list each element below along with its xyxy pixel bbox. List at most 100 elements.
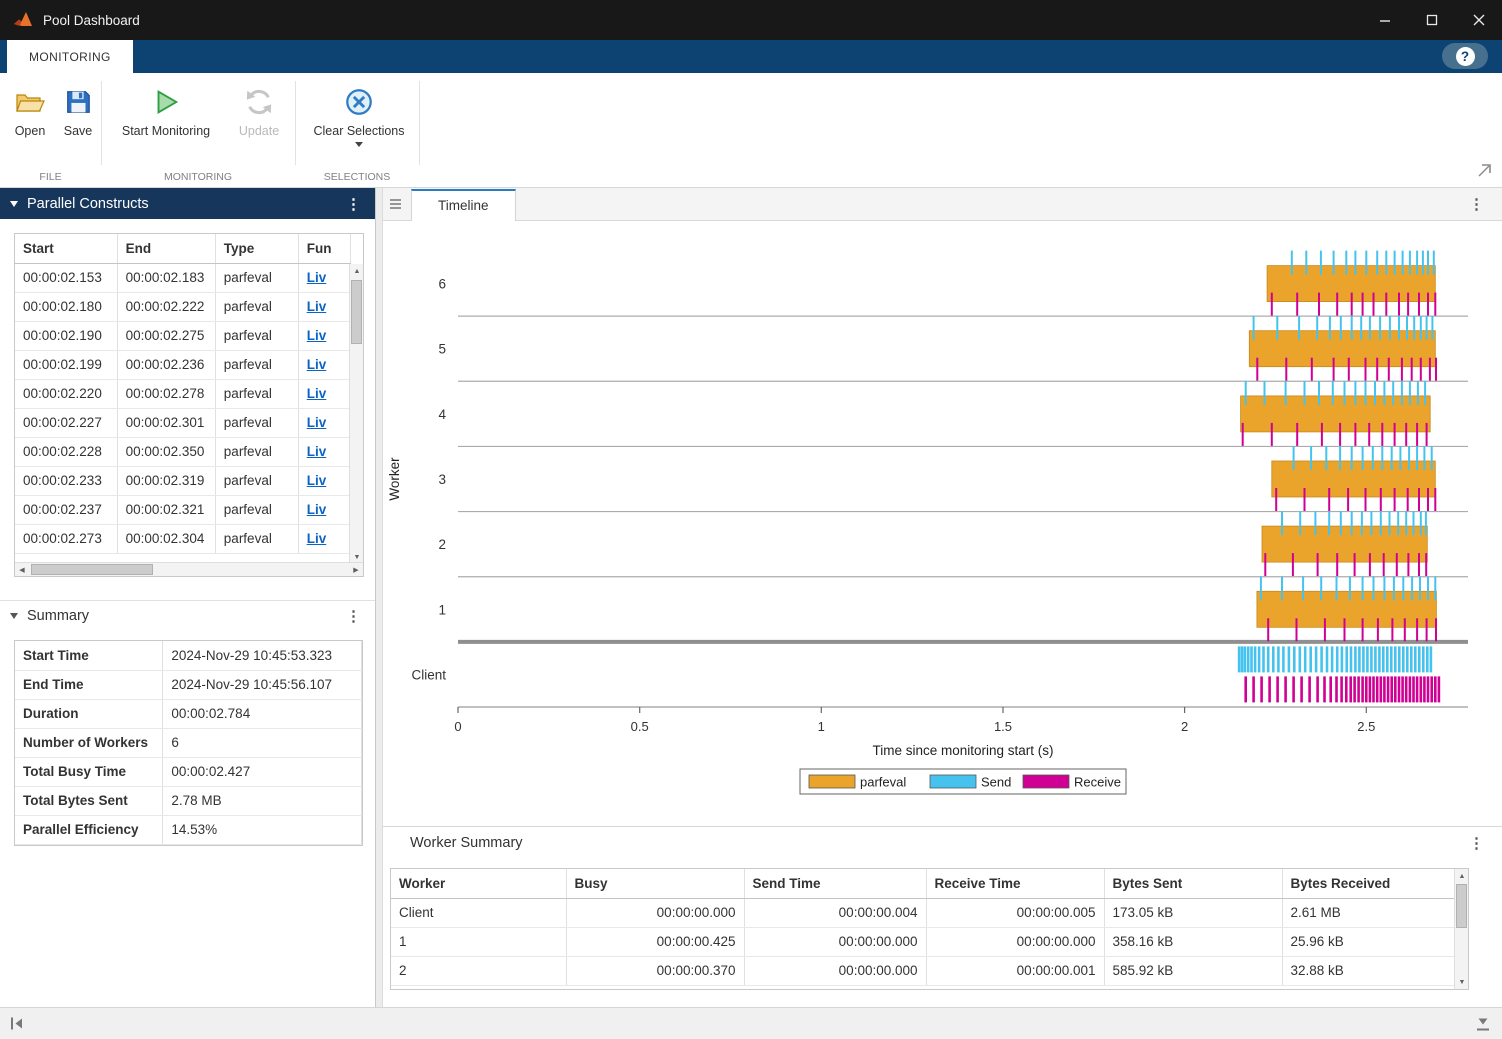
function-link[interactable]: Liv <box>307 473 327 488</box>
table-row[interactable]: 00:00:02.22000:00:02.278parfevalLiv <box>15 379 351 408</box>
table-cell: parfeval <box>215 408 298 437</box>
table-cell: End Time <box>15 670 163 699</box>
parallel-constructs-menu-icon[interactable]: ⋮ <box>342 195 365 213</box>
vertical-scrollbar[interactable]: ▲ ▼ <box>349 264 363 564</box>
column-header[interactable]: Bytes Received <box>1282 869 1455 898</box>
column-header[interactable]: Start <box>15 234 117 263</box>
summary-menu-icon[interactable]: ⋮ <box>342 607 365 625</box>
function-link[interactable]: Liv <box>307 444 327 459</box>
table-row[interactable]: Start Time2024-Nov-29 10:45:53.323 <box>15 641 362 670</box>
table-row[interactable]: Client00:00:00.00000:00:00.00400:00:00.0… <box>391 898 1455 927</box>
help-button[interactable]: ? <box>1442 43 1488 69</box>
scroll-up-icon[interactable]: ▲ <box>350 264 364 278</box>
left-panel: Parallel Constructs ⋮ StartEndTypeFun00:… <box>0 188 376 1007</box>
column-header[interactable]: Bytes Sent <box>1104 869 1282 898</box>
tab-monitoring[interactable]: MONITORING <box>7 40 133 73</box>
collapse-triangle-icon[interactable] <box>10 613 18 619</box>
function-link[interactable]: Liv <box>307 415 327 430</box>
table-row[interactable]: 00:00:02.18000:00:02.222parfevalLiv <box>15 292 351 321</box>
table-cell: 00:00:02.199 <box>15 350 117 379</box>
horizontal-scrollbar[interactable]: ◀ ▶ <box>15 562 363 576</box>
column-header[interactable]: End <box>117 234 215 263</box>
chevron-down-icon[interactable] <box>355 142 363 147</box>
table-row[interactable]: End Time2024-Nov-29 10:45:56.107 <box>15 670 362 699</box>
table-row[interactable]: 00:00:02.27300:00:02.304parfevalLiv <box>15 524 351 553</box>
collapse-triangle-icon[interactable] <box>10 201 18 207</box>
worker-summary-menu-icon[interactable]: ⋮ <box>1469 834 1484 852</box>
scroll-up-icon[interactable]: ▲ <box>1455 869 1469 883</box>
table-cell: 585.92 kB <box>1104 956 1282 985</box>
svg-text:2: 2 <box>438 537 446 552</box>
table-cell: 00:00:00.000 <box>926 927 1104 956</box>
function-link[interactable]: Liv <box>307 328 327 343</box>
worker-summary-header[interactable]: Worker Summary ⋮ <box>383 826 1502 858</box>
table-row[interactable]: 00:00:02.19000:00:02.275parfevalLiv <box>15 321 351 350</box>
function-link[interactable]: Liv <box>307 357 327 372</box>
restore-layout-icon[interactable] <box>1477 163 1493 181</box>
timeline-menu-icon[interactable]: ⋮ <box>1469 195 1484 213</box>
table-cell: 25.96 kB <box>1282 927 1455 956</box>
column-header[interactable]: Busy <box>566 869 744 898</box>
column-header[interactable]: Send Time <box>744 869 926 898</box>
function-link[interactable]: Liv <box>307 531 327 546</box>
start-monitoring-button[interactable]: Start Monitoring <box>110 85 222 138</box>
table-cell: 1 <box>391 927 566 956</box>
collapse-bottom-panel-icon[interactable] <box>1475 1016 1491 1034</box>
table-row[interactable]: 100:00:00.42500:00:00.00000:00:00.000358… <box>391 927 1455 956</box>
panel-divider[interactable] <box>376 188 383 1007</box>
table-row[interactable]: Number of Workers6 <box>15 728 362 757</box>
scroll-left-icon[interactable]: ◀ <box>15 563 29 577</box>
save-button[interactable]: Save <box>56 85 100 138</box>
close-button[interactable] <box>1455 0 1502 40</box>
minimize-button[interactable] <box>1361 0 1408 40</box>
function-link[interactable]: Liv <box>307 270 327 285</box>
summary-header[interactable]: Summary ⋮ <box>0 600 375 631</box>
open-button[interactable]: Open <box>8 85 52 138</box>
timeline-chart[interactable]: 654321Client00.511.522.5Time since monit… <box>383 229 1493 809</box>
column-header[interactable]: Worker <box>391 869 566 898</box>
table-cell: 358.16 kB <box>1104 927 1282 956</box>
table-cell: parfeval <box>215 292 298 321</box>
window-controls <box>1361 0 1502 40</box>
table-cell: 00:00:00.425 <box>566 927 744 956</box>
column-header[interactable]: Receive Time <box>926 869 1104 898</box>
worker-summary-table: WorkerBusySend TimeReceive TimeBytes Sen… <box>390 868 1469 990</box>
scrollbar-thumb[interactable] <box>31 564 153 575</box>
table-row[interactable]: 00:00:02.23300:00:02.319parfevalLiv <box>15 466 351 495</box>
window-title: Pool Dashboard <box>43 13 140 28</box>
table-row[interactable]: Parallel Efficiency14.53% <box>15 815 362 844</box>
clear-selections-button[interactable]: Clear Selections <box>303 85 415 147</box>
table-cell: 00:00:02.236 <box>117 350 215 379</box>
table-cell: Liv <box>298 408 350 437</box>
scroll-right-icon[interactable]: ▶ <box>349 563 363 577</box>
function-link[interactable]: Liv <box>307 386 327 401</box>
scrollbar-thumb[interactable] <box>1456 884 1467 928</box>
tab-timeline[interactable]: Timeline <box>411 189 516 222</box>
function-link[interactable]: Liv <box>307 502 327 517</box>
table-cell: Liv <box>298 350 350 379</box>
table-row[interactable]: 00:00:02.23700:00:02.321parfevalLiv <box>15 495 351 524</box>
start-monitoring-label: Start Monitoring <box>122 124 210 138</box>
column-header[interactable]: Type <box>215 234 298 263</box>
table-cell: Start Time <box>15 641 163 670</box>
table-row[interactable]: Total Bytes Sent2.78 MB <box>15 786 362 815</box>
maximize-button[interactable] <box>1408 0 1455 40</box>
table-row[interactable]: 00:00:02.15300:00:02.183parfevalLiv <box>15 263 351 292</box>
panel-menu-icon[interactable] <box>389 198 402 210</box>
table-cell: 00:00:02.304 <box>117 524 215 553</box>
vertical-scrollbar[interactable]: ▲ ▼ <box>1454 869 1468 989</box>
save-button-label: Save <box>64 124 93 138</box>
table-row[interactable]: 200:00:00.37000:00:00.00000:00:00.001585… <box>391 956 1455 985</box>
scroll-down-icon[interactable]: ▼ <box>1455 975 1469 989</box>
table-row[interactable]: Duration00:00:02.784 <box>15 699 362 728</box>
scrollbar-thumb[interactable] <box>351 280 362 344</box>
column-header[interactable]: Fun <box>298 234 350 263</box>
parallel-constructs-header[interactable]: Parallel Constructs ⋮ <box>0 188 375 219</box>
table-row[interactable]: 00:00:02.19900:00:02.236parfevalLiv <box>15 350 351 379</box>
collapse-left-panel-icon[interactable] <box>9 1016 25 1034</box>
table-row[interactable]: 00:00:02.22700:00:02.301parfevalLiv <box>15 408 351 437</box>
function-link[interactable]: Liv <box>307 299 327 314</box>
table-row[interactable]: 00:00:02.22800:00:02.350parfevalLiv <box>15 437 351 466</box>
table-row[interactable]: Total Busy Time00:00:02.427 <box>15 757 362 786</box>
header-row: StartEndTypeFun <box>15 234 351 263</box>
